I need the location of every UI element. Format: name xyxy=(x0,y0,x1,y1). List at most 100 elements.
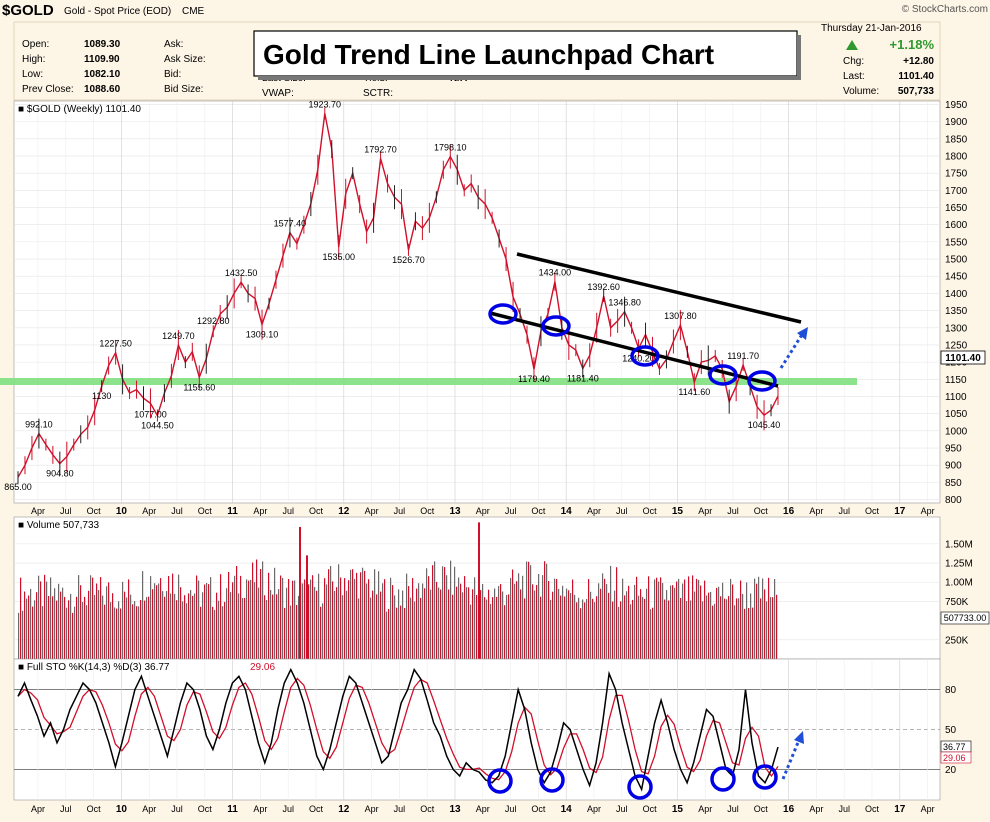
volume-bar xyxy=(676,581,678,659)
volume-bar xyxy=(206,583,208,659)
volume-bar xyxy=(742,593,744,659)
volume-bar xyxy=(362,567,364,659)
volume-bar xyxy=(750,593,752,659)
volume-bar xyxy=(734,605,736,659)
x-tick: Apr xyxy=(476,506,490,516)
volume-bar xyxy=(150,576,152,659)
price-annotation: 1432.50 xyxy=(225,268,258,278)
volume-bar xyxy=(602,573,604,659)
volume-bar xyxy=(250,579,252,659)
volume-bar xyxy=(56,600,58,659)
volume-bar xyxy=(668,600,670,659)
volume-bar xyxy=(708,592,710,659)
volume-legend: ■ Volume 507,733 xyxy=(18,520,100,531)
volume-bar xyxy=(776,594,778,659)
volume-bar xyxy=(152,589,154,659)
x-tick: 12 xyxy=(338,804,350,815)
volume-bar xyxy=(328,569,330,659)
instrument-name: Gold - Spot Price (EOD) xyxy=(64,6,171,17)
volume-bar xyxy=(34,600,36,659)
price-up-arrow-shaft xyxy=(779,332,805,369)
volume-bar xyxy=(70,593,72,659)
x-tick: Oct xyxy=(87,804,102,814)
volume-bar xyxy=(334,591,336,659)
price-low-circle xyxy=(541,315,571,337)
price-annotation: 992.10 xyxy=(25,420,53,430)
x-tick: Oct xyxy=(643,506,658,516)
stochastic-series xyxy=(17,667,779,792)
volume-bar xyxy=(540,596,542,659)
volume-bar xyxy=(698,579,700,659)
price-low-circles xyxy=(488,303,777,392)
x-tick: Apr xyxy=(698,804,712,814)
volume-bar xyxy=(236,566,238,659)
volume-bar xyxy=(546,563,548,659)
x-tick: Apr xyxy=(253,804,267,814)
field-value: 507,733 xyxy=(898,86,935,97)
x-tick: Oct xyxy=(754,804,769,814)
volume-bar xyxy=(746,582,748,659)
volume-bar xyxy=(182,601,184,659)
field-value: 1109.90 xyxy=(84,54,120,65)
pct-change: +1.18% xyxy=(890,37,935,52)
x-tick: Jul xyxy=(838,506,850,516)
volume-bar xyxy=(630,604,632,659)
price-y-tick: 950 xyxy=(945,444,962,455)
x-tick: Jul xyxy=(60,506,72,516)
x-tick: Jul xyxy=(171,506,183,516)
field-value: 1082.10 xyxy=(84,69,121,80)
last-volume-box xyxy=(940,611,990,625)
price-series xyxy=(17,107,779,484)
volume-bar xyxy=(154,583,156,659)
volume-y-tick: 1.25M xyxy=(945,559,973,570)
x-tick: 16 xyxy=(783,506,795,517)
price-x-axis: Apr Jul Oct 10 Apr Jul Oct 11 Apr Jul Oct 12 Apr Jul O… xyxy=(31,506,935,517)
volume-bar xyxy=(648,576,650,659)
volume-bar xyxy=(192,595,194,659)
volume-bar xyxy=(268,572,270,659)
date-line: Thursday 21-Jan-2016 xyxy=(821,23,922,34)
volume-bar xyxy=(710,591,712,659)
symbol: $GOLD xyxy=(2,2,54,19)
volume-bar xyxy=(266,600,268,659)
volume-bar xyxy=(102,595,104,659)
volume-bar xyxy=(92,577,94,659)
stochastic-up-arrow-shaft xyxy=(781,739,801,780)
volume-bar xyxy=(42,606,44,659)
volume-bar xyxy=(380,591,382,659)
volume-bar xyxy=(454,566,456,659)
price-y-tick: 1350 xyxy=(945,306,968,317)
volume-bar xyxy=(582,599,584,659)
price-annotation: 1130 xyxy=(92,391,111,401)
volume-bar xyxy=(578,597,580,659)
volume-bar xyxy=(458,577,460,659)
volume-bar xyxy=(310,579,312,659)
x-tick: Apr xyxy=(921,804,935,814)
volume-bar xyxy=(772,597,774,659)
volume-bar xyxy=(366,583,368,659)
volume-bar xyxy=(252,562,254,659)
stochastic-k-line xyxy=(17,667,779,792)
volume-bar xyxy=(232,582,234,659)
volume-bar xyxy=(566,588,568,659)
volume-bar xyxy=(404,608,406,659)
left-fields: Open: 1089.30 High: 1109.90 Low: 1082.10 Prev … xyxy=(22,39,121,95)
field-label: Open: xyxy=(22,39,49,50)
field-label: Chg: xyxy=(843,56,864,67)
volume-bar xyxy=(620,601,622,659)
x-tick: Jul xyxy=(616,804,628,814)
volume-bar xyxy=(472,589,474,659)
volume-bar xyxy=(628,585,630,659)
volume-bar xyxy=(658,581,660,659)
volume-bar xyxy=(392,585,394,659)
volume-bar xyxy=(534,590,536,659)
x-tick: Apr xyxy=(253,506,267,516)
volume-bar xyxy=(468,587,470,659)
price-annotation: 1434.00 xyxy=(539,268,572,278)
stochastic-low-circle xyxy=(752,764,778,790)
volume-bar xyxy=(502,591,504,659)
x-tick: Jul xyxy=(282,506,294,516)
volume-bar xyxy=(296,605,298,659)
